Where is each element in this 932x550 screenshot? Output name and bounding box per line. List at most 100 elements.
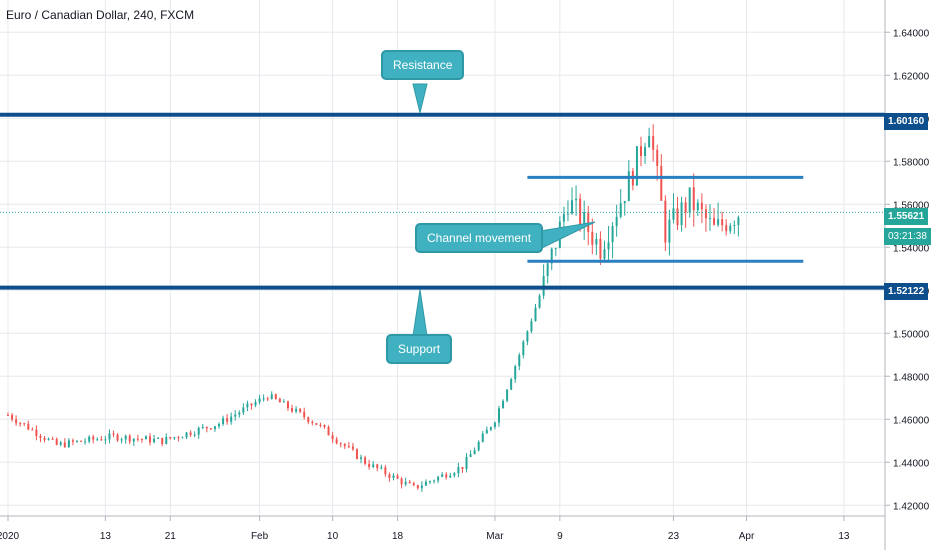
candle-body <box>254 402 257 406</box>
candle-body <box>721 219 724 226</box>
candle-body <box>181 437 184 439</box>
candle-body <box>550 248 553 264</box>
candle-body <box>575 198 578 201</box>
candle-body <box>169 437 172 439</box>
candle-body <box>278 398 281 403</box>
candle-body <box>684 202 687 213</box>
candle-body <box>307 417 310 423</box>
candle-body <box>554 247 557 249</box>
candle-body <box>700 202 703 210</box>
candle-body <box>274 394 277 399</box>
candle-body <box>242 407 245 413</box>
candle-body <box>23 423 26 425</box>
x-tick-label: Feb <box>251 531 269 542</box>
candle-body <box>493 422 496 428</box>
candle-body <box>566 213 569 215</box>
candle-body <box>635 146 638 186</box>
candle-body <box>226 418 229 422</box>
candle-body <box>672 208 675 220</box>
candle-body <box>441 474 444 477</box>
candle-body <box>59 442 62 445</box>
candle-body <box>485 429 488 434</box>
candle-body <box>197 427 200 435</box>
candle-body <box>47 438 50 440</box>
candle-body <box>372 464 375 467</box>
candle-body <box>692 187 695 211</box>
candle-body <box>424 481 427 486</box>
candle-body <box>510 379 513 390</box>
candle-body <box>311 422 314 424</box>
candle-body <box>696 202 699 211</box>
candle-body <box>477 441 480 451</box>
candle-body <box>619 203 622 217</box>
candle-body <box>185 432 188 438</box>
candle-body <box>465 456 468 470</box>
candle-body <box>392 475 395 478</box>
candle-body <box>116 434 119 441</box>
candle-body <box>157 437 160 439</box>
candle-body <box>611 226 614 243</box>
candle-body <box>652 136 655 150</box>
candle-body <box>595 238 598 245</box>
candle-body <box>19 423 22 425</box>
candle-body <box>246 403 249 408</box>
candle-body <box>704 209 707 219</box>
candle-body <box>234 414 237 417</box>
candle-body <box>457 467 460 474</box>
candle-body <box>27 423 30 430</box>
candle-body <box>136 438 139 440</box>
time-axis[interactable]: 2020 13 21 Feb 10 18 Mar 9 23 Apr 13 <box>0 516 850 542</box>
candle-body <box>327 426 330 436</box>
candle-body <box>100 439 103 441</box>
candle-body <box>323 424 326 427</box>
candle-body <box>108 433 111 440</box>
chart-title: Euro / Canadian Dollar, 240, FXCM <box>6 8 195 22</box>
candle-body <box>213 426 216 430</box>
candle-body <box>368 463 371 467</box>
candle-body <box>75 440 78 442</box>
candle-body <box>7 414 9 416</box>
y-tick-label: 1.48000 <box>893 372 930 383</box>
candle-body <box>733 225 736 227</box>
candle-body <box>603 249 606 259</box>
candle-body <box>717 219 720 225</box>
candle-body <box>376 464 379 469</box>
candle-body <box>96 439 99 441</box>
candle-body <box>587 212 590 232</box>
candle-body <box>351 446 354 450</box>
candle-body <box>238 412 241 415</box>
candle-body <box>258 398 261 403</box>
x-tick-label: Apr <box>739 531 755 542</box>
candle-body <box>429 481 431 483</box>
candle-body <box>80 440 83 442</box>
y-tick-label: 1.62000 <box>893 71 930 82</box>
candle-body <box>412 483 415 486</box>
candle-body <box>11 415 14 420</box>
candle-body <box>461 467 464 470</box>
candle-body <box>522 341 525 356</box>
candle-body <box>282 401 285 403</box>
candle-body <box>562 214 565 222</box>
candle-body <box>725 225 728 232</box>
candle-body <box>173 437 176 439</box>
resistance-callout: Resistance <box>381 50 465 80</box>
candle-body <box>737 217 740 226</box>
candle-body <box>230 416 233 422</box>
candle-body <box>364 457 367 464</box>
candle-body <box>591 231 594 245</box>
candle-body <box>530 321 533 332</box>
candle-body <box>664 200 667 243</box>
price-axis[interactable]: 1.420001.440001.460001.480001.500001.520… <box>885 28 930 512</box>
candle-body <box>339 443 342 445</box>
candle-body <box>299 408 302 412</box>
x-tick-label: 23 <box>668 531 680 542</box>
candle-body <box>161 437 164 444</box>
candle-body <box>469 454 472 457</box>
candle-body <box>627 171 630 202</box>
candle-body <box>295 408 298 412</box>
candle-body <box>713 218 716 225</box>
candle-body <box>177 437 180 439</box>
x-tick-label: 21 <box>165 531 177 542</box>
x-tick-label: Mar <box>486 531 504 542</box>
